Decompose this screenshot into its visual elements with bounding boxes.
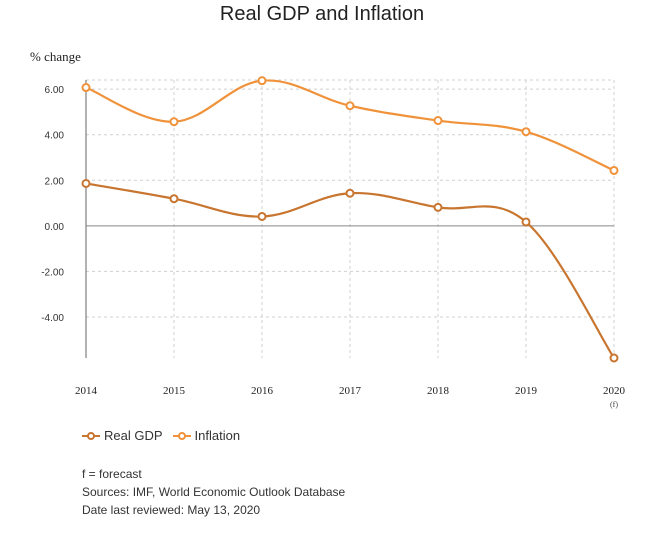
series-line-real-gdp bbox=[85, 182, 615, 359]
data-point-real-gdp[interactable] bbox=[257, 211, 267, 221]
data-point-real-gdp[interactable] bbox=[81, 178, 91, 188]
legend-item-inflation[interactable]: Inflation bbox=[172, 428, 241, 443]
y-tick-label: 0.00 bbox=[45, 222, 65, 233]
data-point-inflation[interactable] bbox=[257, 76, 267, 86]
data-point-inflation[interactable] bbox=[345, 101, 355, 111]
legend-item-real-gdp[interactable]: Real GDP bbox=[82, 428, 163, 443]
data-point-real-gdp[interactable] bbox=[169, 194, 179, 204]
data-point-inflation[interactable] bbox=[169, 117, 179, 127]
x-tick-label: 2019 bbox=[515, 385, 538, 397]
x-tick-label: 2016 bbox=[251, 385, 274, 397]
date-reviewed-note: Date last reviewed: May 13, 2020 bbox=[82, 503, 261, 517]
x-tick-label: 2017 bbox=[339, 385, 362, 397]
x-tick-label: 2020 bbox=[603, 385, 626, 397]
y-tick-label: 6.00 bbox=[45, 85, 65, 96]
y-axis-label: % change bbox=[30, 49, 81, 64]
x-tick-labels: 2014 2015 2016 2017 2018 2019 2020 (f) bbox=[75, 385, 626, 409]
x-tick-label: 2014 bbox=[75, 385, 98, 397]
legend-label-inflation: Inflation bbox=[194, 428, 241, 443]
y-tick-labels: -4.00 -2.00 0.00 2.00 4.00 6.00 bbox=[41, 85, 64, 324]
y-tick-label: 4.00 bbox=[45, 131, 65, 142]
y-tick-label: 2.00 bbox=[45, 176, 65, 187]
legend: Real GDP Inflation bbox=[82, 428, 240, 443]
x-tick-label: 2015 bbox=[163, 385, 186, 397]
series-layer bbox=[81, 76, 619, 363]
data-point-real-gdp[interactable] bbox=[433, 202, 443, 212]
y-tick-label: -4.00 bbox=[41, 313, 64, 324]
legend-marker-real-gdp bbox=[82, 431, 100, 440]
chart-notes: f = forecast Sources: IMF, World Economi… bbox=[82, 465, 345, 519]
data-point-inflation[interactable] bbox=[81, 83, 91, 93]
x-tick-sublabel: (f) bbox=[610, 400, 618, 409]
data-point-inflation[interactable] bbox=[433, 116, 443, 126]
data-point-real-gdp[interactable] bbox=[609, 353, 619, 363]
y-tick-label: -2.00 bbox=[41, 267, 64, 278]
legend-marker-inflation bbox=[172, 431, 191, 440]
forecast-note: f = forecast bbox=[82, 467, 142, 481]
data-point-inflation[interactable] bbox=[609, 165, 619, 175]
data-point-real-gdp[interactable] bbox=[521, 217, 531, 227]
data-point-inflation[interactable] bbox=[521, 127, 531, 137]
x-tick-label: 2018 bbox=[427, 385, 450, 397]
sources-note: Sources: IMF, World Economic Outlook Dat… bbox=[82, 485, 346, 499]
chart-title: Real GDP and Inflation bbox=[220, 3, 424, 25]
legend-label-real-gdp: Real GDP bbox=[104, 428, 163, 443]
data-point-real-gdp[interactable] bbox=[345, 188, 355, 198]
